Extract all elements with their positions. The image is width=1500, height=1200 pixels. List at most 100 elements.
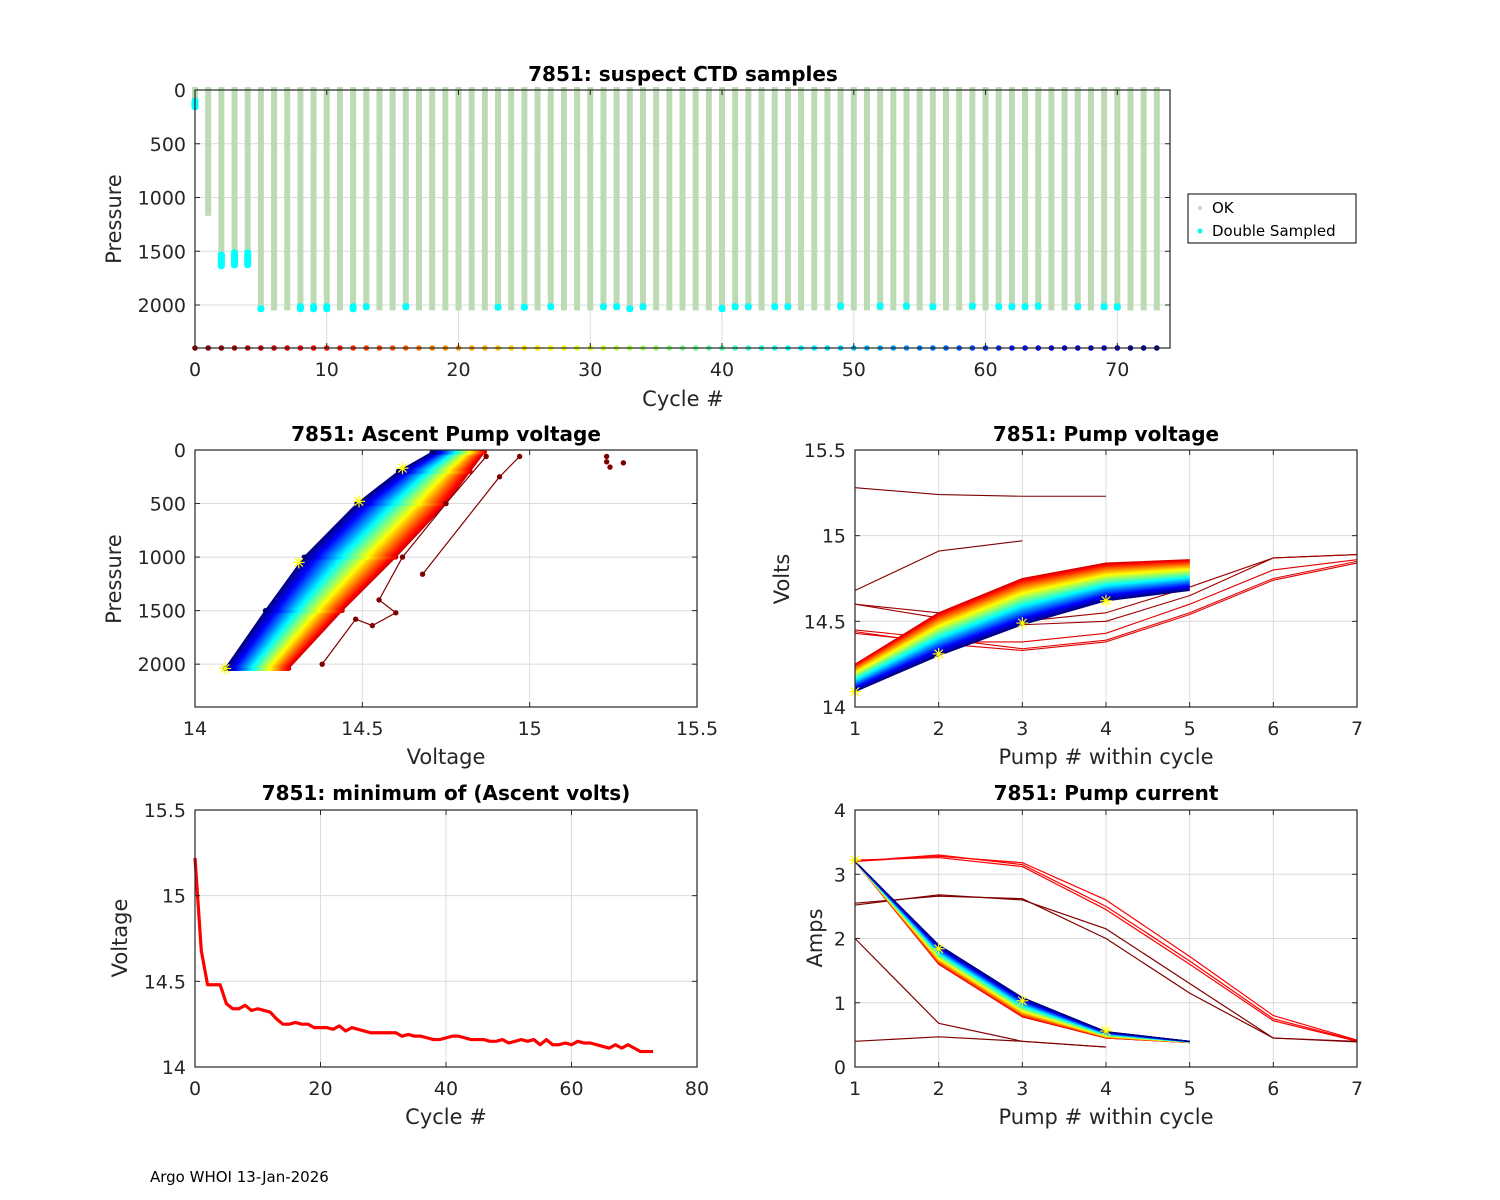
double-sampled-marker	[929, 303, 937, 311]
y-tick-label: 15	[162, 886, 186, 908]
suspect-ctd-xlabel: Cycle #	[642, 387, 724, 411]
ascent-profile-line	[278, 451, 477, 669]
ascent-profile-line	[284, 451, 482, 669]
double-sampled-marker	[520, 303, 528, 311]
outlier-point	[393, 610, 399, 616]
ascent-profile-line	[254, 451, 457, 669]
double-sampled-marker	[731, 303, 739, 311]
ascent-profile-line	[274, 451, 474, 669]
double-sampled-marker	[771, 303, 779, 311]
pump-voltage-panel: 7851: Pump voltage 1 2 3 4 5 6 7 14 14.5 15 15.5 P…	[770, 422, 1363, 769]
ascent-profile-line	[281, 451, 480, 669]
ok-samples-column	[692, 87, 699, 311]
ok-samples-column	[903, 87, 910, 311]
ok-samples-column	[587, 87, 594, 311]
outlier-line	[854, 856, 1358, 1042]
x-tick-label: 50	[842, 359, 866, 381]
x-tick-label: 7	[1351, 718, 1363, 740]
outlier-line	[321, 456, 487, 665]
starred-point	[1017, 618, 1027, 628]
double-sampled-marker	[744, 303, 752, 311]
x-tick-label: 60	[973, 359, 997, 381]
ok-samples-column	[284, 87, 291, 311]
y-tick-label: 14.5	[804, 611, 846, 633]
double-sampled-marker	[876, 302, 884, 310]
ok-samples-column	[1008, 87, 1015, 311]
x-tick-label: 0	[189, 1078, 201, 1100]
y-tick-label: 15.5	[804, 440, 846, 462]
double-sampled-marker	[231, 249, 239, 269]
ascent-pump-voltage-panel: 7851: Ascent Pump voltage 14 14.5 15 15.5 0 5…	[102, 422, 718, 769]
ascent-pump-voltage-title: 7851: Ascent Pump voltage	[291, 422, 601, 446]
y-tick-label: 14	[162, 1057, 186, 1079]
ascent-profile-line	[259, 451, 462, 669]
double-sampled-marker	[1008, 303, 1016, 311]
ok-samples-column	[376, 87, 383, 311]
x-tick-label: 6	[1267, 1078, 1279, 1100]
y-tick-label: 500	[150, 134, 186, 156]
ok-samples-column	[271, 87, 278, 311]
x-tick-label: 3	[1016, 1078, 1028, 1100]
x-tick-label: 5	[1184, 1078, 1196, 1100]
ok-samples-column	[389, 87, 396, 311]
suspect-ctd-marks	[191, 87, 1160, 351]
ascent-pump-voltage-ylabel: Pressure	[102, 534, 126, 624]
ok-samples-column	[732, 87, 739, 311]
ascent-profile-line	[262, 451, 464, 669]
y-tick-label: 1500	[138, 241, 186, 263]
ascent-profile-line	[288, 451, 486, 669]
x-tick-label: 80	[685, 1078, 709, 1100]
ok-samples-column	[547, 87, 554, 311]
pump-current-title: 7851: Pump current	[994, 781, 1219, 805]
min-ascent-volts-panel: 7851: minimum of (Ascent volts) 0 20 40 60 8…	[108, 781, 709, 1129]
ok-samples-column	[758, 87, 765, 311]
ok-samples-column	[784, 87, 791, 311]
x-tick-label: 20	[446, 359, 470, 381]
x-tick-label: 4	[1100, 1078, 1112, 1100]
outlier-point	[496, 474, 503, 480]
starred-point	[1017, 996, 1027, 1006]
ok-samples-column	[363, 87, 370, 311]
ok-samples-column	[863, 87, 870, 311]
ok-samples-column	[653, 87, 660, 311]
double-sampled-marker	[837, 302, 845, 310]
double-sampled-marker	[547, 303, 555, 311]
pump-voltage-ylabel: Volts	[770, 554, 794, 605]
ok-samples-column	[336, 87, 343, 311]
outlier-line	[854, 487, 1106, 497]
ok-samples-column	[1127, 87, 1134, 311]
ascent-profile-line	[280, 451, 479, 669]
ascent-profile-line	[270, 451, 471, 669]
footer-credit: Argo WHOI 13-Jan-2026	[150, 1168, 329, 1186]
y-tick-label: 14	[822, 697, 846, 719]
ok-samples-column	[205, 87, 212, 216]
double-sampled-marker	[968, 302, 976, 310]
ok-samples-column	[297, 87, 304, 311]
ok-samples-column	[916, 87, 923, 311]
ok-samples-column	[1114, 87, 1121, 311]
ok-samples-column	[218, 87, 225, 267]
suspect-ctd-title: 7851: suspect CTD samples	[528, 62, 838, 86]
ok-samples-column	[495, 87, 502, 311]
suspect-ctd-ticks: 0 10 20 30 40 50 60 70 0 500 1000 1500 2000	[138, 80, 1170, 381]
x-tick-label: 6	[1267, 718, 1279, 740]
ok-samples-column	[639, 87, 646, 311]
double-sampled-marker	[1074, 303, 1082, 311]
ascent-profile-line	[255, 451, 458, 669]
ok-samples-column	[1074, 87, 1081, 311]
x-tick-label: 5	[1184, 718, 1196, 740]
ok-samples-column	[1048, 87, 1055, 311]
pump-voltage-title: 7851: Pump voltage	[993, 422, 1219, 446]
ok-samples-column	[402, 87, 409, 311]
double-sampled-marker	[402, 303, 410, 311]
starred-point	[1101, 1026, 1111, 1036]
x-tick-label: 3	[1016, 718, 1028, 740]
ascent-profile-line	[273, 451, 473, 669]
outlier-line	[854, 938, 1107, 1048]
ok-samples-column	[508, 87, 515, 311]
ascent-profile-line	[275, 451, 475, 669]
starred-point	[354, 496, 364, 507]
min-ascent-volts-marks	[193, 857, 654, 1054]
